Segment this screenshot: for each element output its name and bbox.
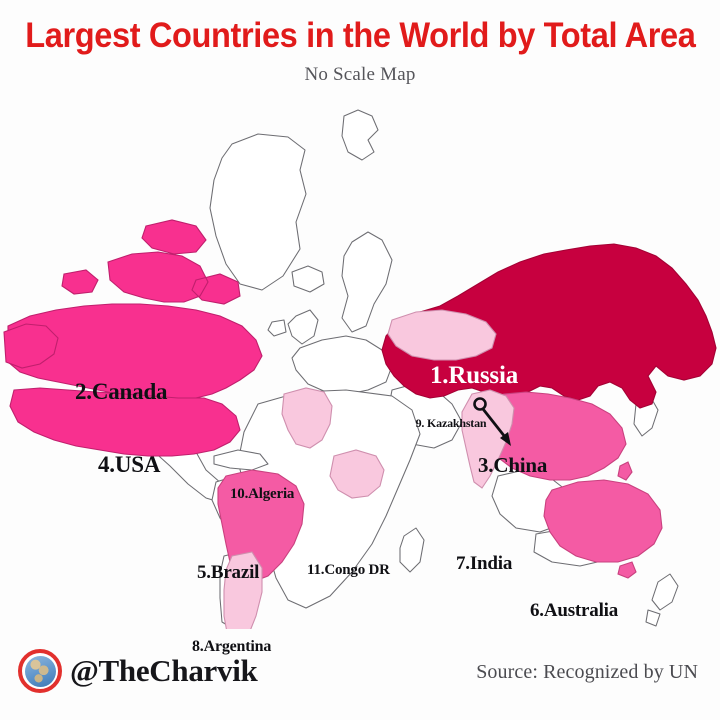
country-usa — [9, 387, 241, 457]
india-arrow-annotation — [473, 397, 511, 446]
map-label-congo-dr: 11.Congo DR — [307, 562, 390, 578]
region-alaska — [3, 323, 59, 369]
source-credit: Source: Recognized by UN — [476, 661, 698, 683]
country-russia — [381, 243, 717, 409]
map-label-brazil: 5.Brazil — [197, 562, 260, 583]
map-label-argentina: 8.Argentina — [192, 638, 272, 655]
page-subtitle: No Scale Map — [304, 63, 416, 85]
region-caribbean — [213, 449, 269, 471]
author-handle: @TheCharvik — [70, 653, 258, 688]
region-canada-arctic-islands — [61, 219, 241, 305]
world-map-svg — [3, 109, 717, 629]
header: Largest Countries in the World by Total … — [0, 0, 720, 104]
region-newzealand — [645, 573, 679, 627]
map-label-india: 7.India — [456, 553, 513, 574]
map-label-algeria: 10.Algeria — [230, 486, 295, 502]
country-scandinavia — [341, 231, 393, 333]
country-congo-dr — [329, 449, 385, 499]
world-map: 1.Russia 2.Canada 3.China 4.USA 5.Brazil… — [0, 104, 720, 655]
region-taiwan — [617, 461, 633, 481]
globe-icon — [18, 649, 62, 693]
map-label-russia: 1.Russia — [430, 362, 519, 389]
globe-sphere — [24, 655, 56, 687]
page-title: Largest Countries in the World by Total … — [25, 16, 696, 55]
footer: @TheCharvik Source: Recognized by UN — [0, 629, 720, 720]
map-label-usa: 4.USA — [98, 452, 161, 477]
region-tasmania — [617, 561, 637, 579]
country-argentina — [223, 551, 263, 629]
country-uk-ireland — [267, 309, 319, 345]
country-canada — [7, 303, 263, 401]
map-label-australia: 6.Australia — [530, 600, 619, 621]
country-india — [461, 389, 515, 489]
region-europe — [291, 335, 393, 395]
country-kazakhstan — [387, 309, 497, 361]
country-iceland — [291, 265, 325, 293]
map-label-china: 3.China — [478, 453, 548, 477]
map-label-kazakhstan: 9. Kazakhstan — [415, 416, 487, 430]
country-algeria — [281, 387, 333, 449]
region-madagascar — [399, 527, 425, 573]
map-label-canada: 2.Canada — [75, 379, 168, 404]
country-greenland — [209, 133, 307, 291]
country-australia — [543, 479, 663, 563]
country-svalbard — [341, 109, 379, 161]
